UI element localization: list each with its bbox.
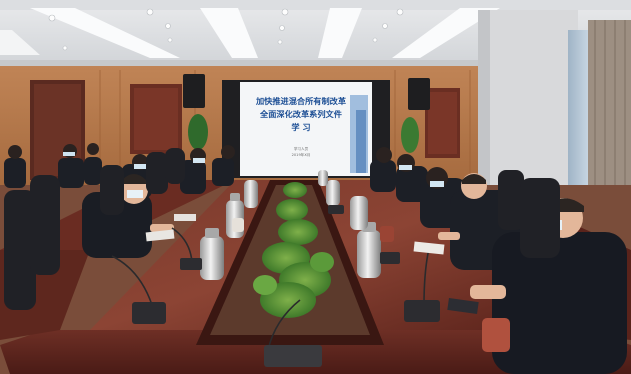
- ceiling-light-strip: [200, 8, 258, 58]
- person: [84, 143, 102, 185]
- person: [180, 148, 206, 194]
- wall-plants: [188, 114, 419, 153]
- thermos: [244, 180, 258, 208]
- thermos: [200, 228, 224, 280]
- person: [58, 144, 84, 188]
- thermos: [350, 196, 368, 230]
- downlights: [48, 8, 404, 51]
- slide-footer-line-1: 学习人员: [294, 146, 309, 151]
- thermos: [318, 170, 328, 186]
- cups: [232, 218, 510, 352]
- thermos: [326, 180, 340, 206]
- microphone-bases: [132, 205, 440, 367]
- person: [212, 145, 235, 186]
- window: [568, 30, 590, 210]
- person: [370, 147, 396, 192]
- pillar: [478, 10, 578, 210]
- speaker-left: [183, 74, 205, 108]
- slide-footer-line-2: 2019年X月: [292, 152, 311, 157]
- attendees-left: [4, 143, 235, 258]
- speakers: [183, 74, 430, 110]
- ceiling-light-strip: [392, 8, 500, 58]
- person: [4, 145, 26, 188]
- ceiling-light-strip: [30, 8, 180, 58]
- speaker-right: [408, 78, 430, 110]
- presentation-screen: 加快推进混合所有制改革 全面深化改革系列文件 学 习 学习人员 2019年X月: [222, 80, 390, 178]
- mug: [482, 318, 510, 352]
- table-papers: [145, 214, 479, 315]
- slide-title-line-3: 学 习: [291, 122, 310, 132]
- ceiling-light-strip: [318, 8, 362, 58]
- centerpiece-plants: [253, 182, 334, 318]
- slide-title-line-2: 全面深化改革系列文件: [259, 109, 342, 119]
- person-foreground-left: [82, 174, 174, 258]
- chairs-left: [4, 148, 185, 310]
- chairs-right: [498, 170, 560, 258]
- slide-title-line-1: 加快推进混合所有制改革: [255, 96, 346, 106]
